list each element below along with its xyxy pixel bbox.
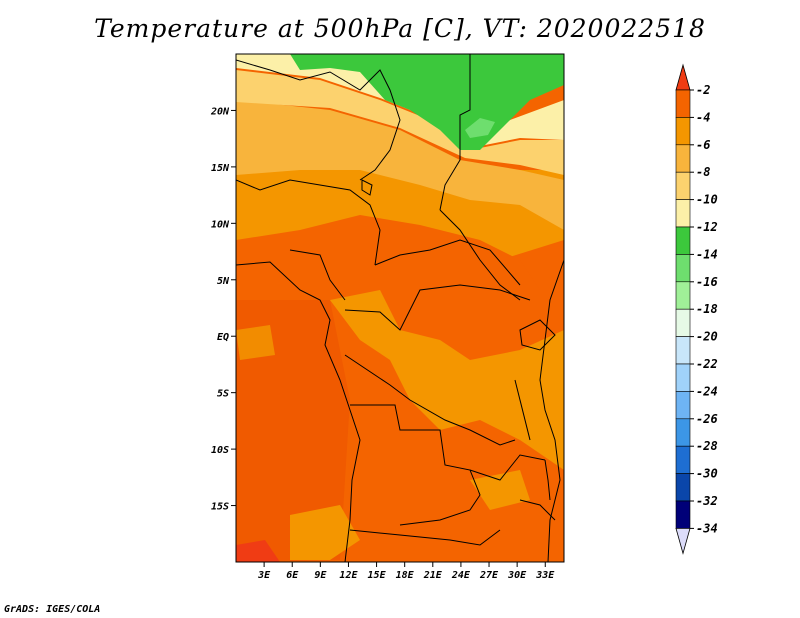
colorbar-label: -30	[696, 467, 718, 481]
colorbar-label: -28	[696, 439, 718, 453]
y-tick-label: 5S	[217, 389, 229, 400]
colorbar-swatch	[675, 418, 691, 447]
lake-chad	[361, 179, 373, 196]
border-chad-sudan	[439, 209, 521, 301]
colorbar-swatch	[675, 473, 691, 502]
colorbar: -2 -4 -6 -8 -10 -12 -14 -16 -18 -20 -22 -24 -26 -28 -3…	[675, 63, 718, 555]
field-patch-1	[290, 505, 360, 560]
border-sahel	[236, 179, 381, 266]
field-patch-2	[470, 470, 530, 510]
x-tick-label: 3E	[257, 570, 271, 581]
field-patch-4	[236, 540, 280, 562]
border-namibia	[349, 529, 501, 546]
colorbar-swatch	[675, 117, 691, 146]
colorbar-swatch	[675, 199, 691, 228]
x-tick-label: 18E	[396, 570, 415, 581]
x-axis: 3E 6E 9E 12E 15E 18E 21E 24E 27E 30E 33E	[257, 562, 555, 581]
colorbar-label: -26	[696, 412, 718, 426]
field-band-warm-core	[236, 300, 350, 562]
colorbar-swatch	[675, 281, 691, 310]
footer-credit: GrADS: IGES/COLA	[4, 604, 101, 615]
chart-title: Temperature at 500hPa [C], VT: 202002251…	[94, 14, 706, 43]
colorbar-swatch	[675, 336, 691, 365]
lake-tanganyika	[514, 379, 531, 441]
y-tick-label: 10N	[211, 219, 230, 230]
border-congo-1	[344, 284, 531, 331]
y-tick-label: 5N	[217, 276, 230, 287]
colorbar-label: -2	[696, 83, 710, 97]
colorbar-swatch	[675, 254, 691, 283]
border-angola	[350, 404, 481, 526]
colorbar-swatch	[675, 171, 691, 200]
y-tick-label: 15N	[211, 163, 230, 174]
field-band-minus14	[290, 54, 564, 150]
colorbar-swatch	[675, 363, 691, 392]
border-sahara-2	[439, 54, 471, 211]
colorbar-label: -6	[696, 138, 710, 152]
colorbar-label: -18	[696, 302, 718, 316]
colorbar-label: -10	[696, 193, 718, 207]
border-mozambique	[519, 499, 556, 521]
colorbar-label: -34	[696, 521, 718, 535]
field-patch-3	[236, 325, 275, 360]
border-congo-2	[344, 354, 516, 446]
map-outlines	[236, 54, 564, 562]
border-sahara-1	[236, 59, 401, 181]
border-car	[374, 239, 521, 286]
y-tick-label: 20N	[210, 106, 230, 117]
y-tick-label: 15S	[211, 502, 229, 513]
x-tick-label: 30E	[507, 570, 527, 581]
y-axis: 20N 15N 10N 5N EQ 5S 10S 15S	[210, 106, 236, 513]
colorbar-label: -12	[696, 220, 718, 234]
colorbar-swatch	[675, 391, 691, 420]
colorbar-label: -16	[696, 275, 718, 289]
x-tick-label: 27E	[479, 570, 499, 581]
colorbar-label: -4	[696, 110, 710, 124]
colorbar-swatch	[675, 445, 691, 474]
border-nigeria	[289, 249, 346, 301]
field-band-minus16	[465, 118, 495, 138]
colorbar-swatch	[675, 226, 691, 255]
colorbar-label: -20	[696, 330, 718, 344]
colorbar-bottom-triangle	[675, 528, 691, 555]
y-tick-label: EQ	[217, 332, 229, 343]
coastline-west	[236, 261, 361, 562]
colorbar-top-triangle	[675, 63, 691, 91]
temperature-field	[236, 54, 564, 562]
x-tick-label: 9E	[314, 570, 327, 581]
colorbar-label: -24	[696, 384, 718, 398]
map-frame	[235, 53, 565, 563]
border-zambia	[469, 454, 546, 481]
colorbar-swatch	[675, 89, 691, 118]
x-tick-label: 15E	[368, 570, 387, 581]
colorbar-swatch	[675, 500, 691, 529]
colorbar-label: -22	[696, 357, 718, 371]
field-band-orange-tongue	[236, 215, 564, 300]
colorbar-label: -8	[696, 165, 710, 179]
colorbar-swatch	[675, 144, 691, 173]
x-tick-label: 21E	[423, 570, 443, 581]
lake-victoria	[519, 319, 556, 351]
x-tick-label: 33E	[535, 570, 555, 581]
field-band-minus8	[236, 100, 564, 230]
lake-malawi	[544, 459, 551, 501]
x-tick-label: 12E	[339, 570, 358, 581]
colorbar-swatch	[675, 308, 691, 337]
colorbar-label: -14	[696, 247, 718, 261]
field-band-central	[330, 290, 564, 470]
colorbar-label: -32	[696, 494, 718, 508]
y-tick-label: 10S	[211, 445, 229, 456]
coastline-east	[539, 259, 564, 562]
x-tick-label: 6E	[286, 570, 299, 581]
x-tick-label: 24E	[451, 570, 471, 581]
field-band-minus10	[236, 70, 564, 175]
